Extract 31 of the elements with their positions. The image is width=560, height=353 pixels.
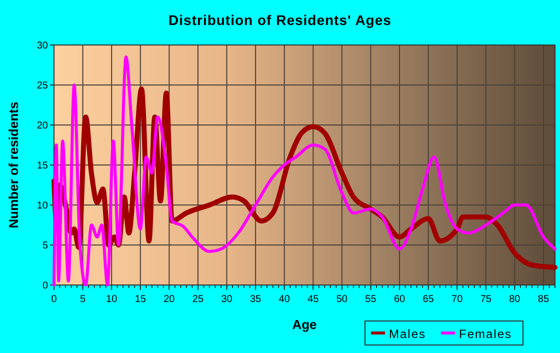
x-tick-label: 80 [509, 294, 521, 305]
x-tick-label: 75 [480, 294, 492, 305]
x-tick-label: 10 [106, 294, 118, 305]
x-tick-label: 35 [250, 294, 262, 305]
x-tick-label: 85 [538, 294, 550, 305]
legend-label: Females [459, 327, 512, 341]
y-tick-label: 20 [36, 120, 48, 132]
x-tick-label: 65 [422, 294, 434, 305]
x-tick-label: 30 [221, 294, 233, 305]
legend-label: Males [389, 327, 426, 341]
x-axis-title: Age [292, 317, 317, 332]
y-tick-label: 5 [42, 240, 48, 252]
y-tick-label: 30 [36, 40, 48, 52]
x-tick-label: 55 [365, 294, 377, 305]
x-tick-label: 60 [394, 294, 406, 305]
x-tick-label: 25 [192, 294, 204, 305]
y-tick-label: 15 [36, 160, 48, 172]
x-tick-label: 20 [164, 294, 176, 305]
chart-title: Distribution of Residents' Ages [168, 12, 392, 28]
y-tick-label: 0 [42, 280, 48, 292]
y-tick-label: 25 [36, 80, 48, 92]
x-tick-label: 5 [80, 294, 86, 305]
y-axis-title: Number of residents [6, 102, 21, 228]
x-tick-label: 50 [336, 294, 348, 305]
x-tick-label: 70 [452, 294, 464, 305]
x-tick-label: 45 [308, 294, 320, 305]
x-tick-label: 0 [51, 294, 58, 305]
y-tick-label: 10 [36, 200, 48, 212]
x-tick-label: 15 [134, 294, 146, 305]
line-series [52, 56, 556, 286]
x-tick-label: 40 [278, 294, 290, 305]
